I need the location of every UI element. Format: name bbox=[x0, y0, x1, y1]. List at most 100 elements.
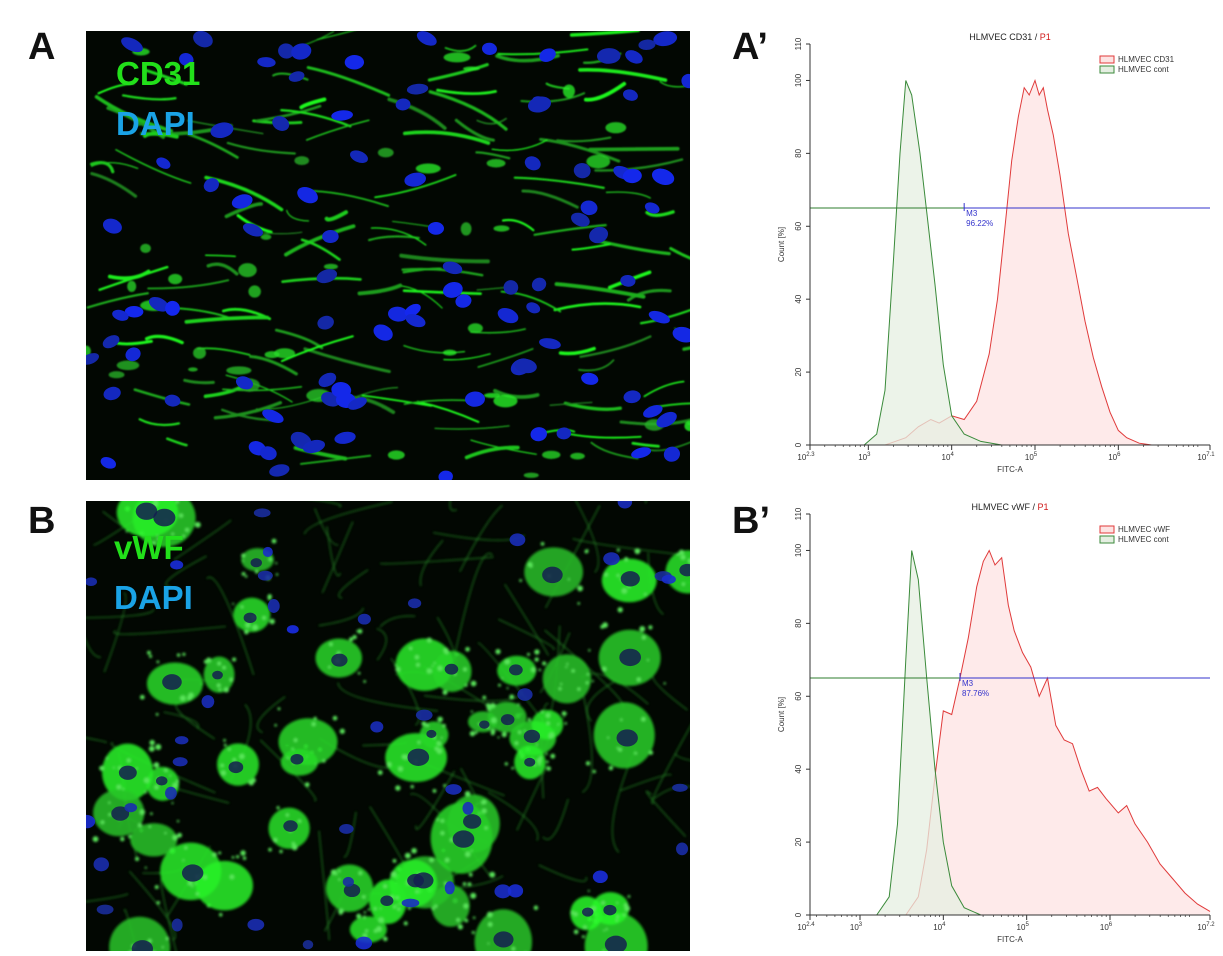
vwf-granule bbox=[335, 872, 338, 875]
x-tick-label: 103 bbox=[850, 922, 863, 932]
cd31-blob bbox=[378, 148, 394, 158]
x-tick-label: 103 bbox=[858, 452, 871, 462]
vwf-granule bbox=[145, 867, 147, 869]
vwf-granule bbox=[603, 929, 605, 931]
vwf-granule bbox=[272, 539, 277, 544]
legend-swatch bbox=[1100, 526, 1114, 533]
cd31-blob bbox=[484, 393, 500, 398]
vwf-nucleus-shadow bbox=[542, 567, 563, 583]
vwf-granule bbox=[240, 850, 245, 855]
dapi-nucleus bbox=[556, 427, 571, 440]
vwf-granule bbox=[243, 857, 246, 860]
vwf-nucleus-shadow bbox=[251, 558, 262, 567]
vwf-granule bbox=[560, 683, 562, 685]
vwf-granule bbox=[229, 678, 233, 682]
vwf-granule bbox=[268, 557, 272, 561]
vwf-nucleus-shadow bbox=[603, 905, 616, 915]
dapi-nucleus bbox=[508, 884, 523, 897]
dapi-nucleus bbox=[173, 757, 188, 766]
vwf-process bbox=[86, 734, 106, 742]
vwf-granule bbox=[539, 756, 542, 759]
vwf-process bbox=[86, 552, 101, 657]
vwf-granule bbox=[557, 723, 559, 725]
x-tick-label: 106 bbox=[1108, 452, 1121, 462]
vwf-granule bbox=[218, 688, 221, 691]
dapi-nucleus bbox=[175, 736, 189, 744]
vwf-granule bbox=[566, 663, 568, 665]
legend-swatch bbox=[1100, 66, 1114, 73]
vwf-granule bbox=[229, 874, 234, 879]
vwf-nucleus-shadow bbox=[445, 664, 459, 675]
vwf-granule bbox=[616, 574, 619, 577]
dapi-nucleus bbox=[322, 230, 339, 243]
vwf-granule bbox=[648, 625, 652, 629]
vwf-process bbox=[498, 619, 554, 649]
vwf-granule bbox=[177, 653, 180, 656]
vwf-granule bbox=[212, 852, 217, 857]
x-tick-label: 106 bbox=[1100, 922, 1113, 932]
legend-entry: HLMVEC cont bbox=[1118, 65, 1169, 74]
x-axis-label: FITC-A bbox=[997, 935, 1023, 944]
vwf-granule bbox=[148, 825, 151, 828]
vwf-granule bbox=[489, 872, 495, 878]
vwf-process bbox=[86, 894, 128, 902]
vwf-granule bbox=[218, 851, 221, 854]
dapi-nucleus bbox=[652, 31, 678, 48]
vwf-granule bbox=[623, 913, 626, 916]
legend-entry: HLMVEC cont bbox=[1118, 535, 1169, 544]
vwf-granule bbox=[538, 763, 541, 766]
y-tick-label: 110 bbox=[794, 37, 803, 50]
vwf-granule bbox=[149, 740, 154, 745]
dapi-nucleus bbox=[526, 94, 552, 114]
vwf-granule bbox=[583, 925, 587, 929]
vwf-granule bbox=[204, 660, 208, 664]
panel-letter-a: A bbox=[28, 28, 55, 66]
vwf-granule bbox=[644, 593, 647, 596]
vwf-granule bbox=[433, 789, 437, 793]
vwf-granule bbox=[517, 703, 519, 705]
vwf-granule bbox=[624, 557, 628, 561]
vwf-granule bbox=[155, 744, 161, 750]
cd31-strand bbox=[573, 244, 610, 249]
vwf-nucleus-shadow bbox=[136, 503, 158, 520]
vwf-granule bbox=[147, 651, 151, 655]
vwf-granule bbox=[157, 660, 160, 663]
cd31-blob bbox=[542, 451, 560, 459]
vwf-process bbox=[539, 865, 587, 881]
vwf-granule bbox=[577, 687, 580, 690]
vwf-granule bbox=[642, 635, 646, 639]
vwf-granule bbox=[568, 578, 570, 580]
vwf-granule bbox=[440, 831, 444, 835]
vwf-granule bbox=[314, 717, 317, 720]
vwf-granule bbox=[437, 666, 442, 671]
vwf-granule bbox=[615, 919, 618, 922]
vwf-granule bbox=[443, 784, 446, 787]
cd31-strand bbox=[189, 134, 238, 157]
cd31-blob bbox=[443, 350, 457, 356]
vwf-granule bbox=[639, 626, 645, 632]
dapi-nucleus bbox=[97, 905, 114, 915]
vwf-granule bbox=[620, 718, 623, 721]
vwf-nucleus-shadow bbox=[463, 814, 481, 829]
vwf-granule bbox=[136, 767, 138, 769]
vwf-granule bbox=[565, 666, 567, 668]
vwf-granule bbox=[122, 788, 124, 790]
vwf-granule bbox=[490, 703, 495, 708]
vwf-granule bbox=[507, 687, 509, 689]
dapi-nucleus bbox=[345, 55, 365, 70]
vwf-granule bbox=[298, 819, 302, 823]
dapi-nucleus bbox=[416, 710, 433, 721]
vwf-granule bbox=[478, 812, 480, 814]
cd31-strand bbox=[523, 191, 577, 207]
vwf-granule bbox=[169, 775, 171, 777]
vwf-granule bbox=[495, 649, 500, 654]
vwf-granule bbox=[395, 896, 399, 900]
cd31-blob bbox=[109, 371, 125, 378]
vwf-granule bbox=[527, 653, 530, 656]
vwf-granule bbox=[587, 673, 590, 676]
cd31-strand bbox=[446, 46, 476, 51]
vwf-granule bbox=[217, 683, 221, 687]
vwf-granule bbox=[481, 800, 485, 804]
cd31-strand bbox=[438, 90, 496, 93]
vwf-granule bbox=[436, 818, 439, 821]
